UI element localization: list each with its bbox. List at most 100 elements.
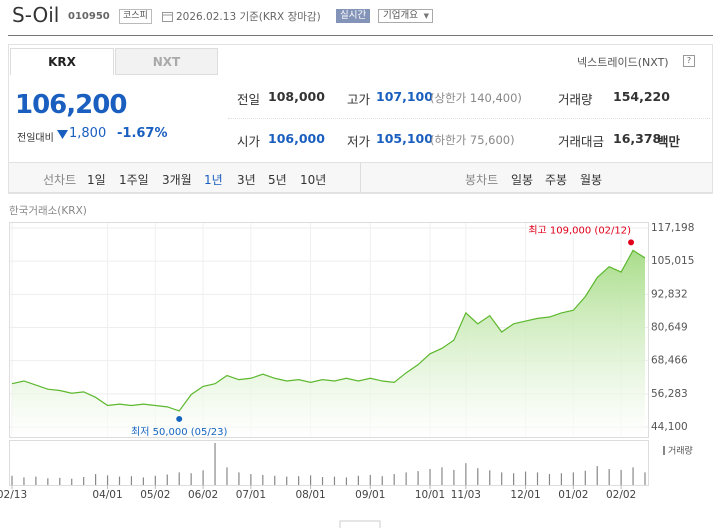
volume-bar xyxy=(501,472,503,485)
x-tick-label: 06/02 xyxy=(188,489,218,501)
quote-box xyxy=(8,44,713,194)
stat-unit: 백만 xyxy=(657,134,681,149)
calendar-icon xyxy=(162,12,173,22)
extreme-marker xyxy=(176,415,183,422)
volume-bar xyxy=(381,476,383,485)
volume-bar xyxy=(190,473,192,485)
volume-bar xyxy=(608,469,610,485)
volume-bar xyxy=(95,474,97,485)
volume-bar xyxy=(429,469,431,485)
volume-bar xyxy=(130,476,133,485)
volume-bar xyxy=(489,470,491,485)
change-rate: -1.67% xyxy=(117,126,168,141)
volume-bar xyxy=(644,472,646,485)
volume-bar xyxy=(465,463,467,485)
bottom-handle[interactable] xyxy=(339,520,381,528)
stat-label: 거래대금 xyxy=(558,134,605,149)
volume-bar xyxy=(441,467,443,485)
stat-label: 고가 xyxy=(347,92,371,107)
stat-value: 16,378 xyxy=(613,131,662,146)
y-tick-label: 44,100 xyxy=(651,421,688,433)
period-divider xyxy=(360,163,361,192)
volume-bar xyxy=(250,474,252,485)
period-item[interactable]: 1주일 xyxy=(119,173,149,187)
line-chart-label: 선차트 xyxy=(43,173,77,187)
candle-item[interactable]: 주봉 xyxy=(545,173,568,187)
volume-legend-icon xyxy=(663,446,665,455)
plot-frame xyxy=(9,222,649,438)
price-line xyxy=(11,249,646,412)
volume-bar xyxy=(417,471,419,485)
volume-bar xyxy=(11,475,13,485)
volume-bar xyxy=(166,474,168,485)
x-tick-label: 05/02 xyxy=(140,489,170,501)
volume-bar xyxy=(154,475,156,485)
realtime-badge: 실시간 xyxy=(336,9,371,23)
stat-note: (하한가 75,600) xyxy=(430,133,515,147)
x-tick-label: 02/02 xyxy=(606,489,636,501)
stat-label: 저가 xyxy=(347,134,371,149)
candle-item[interactable]: 일봉 xyxy=(511,173,534,187)
volume-bar xyxy=(548,474,551,485)
x-tick-label: 01/02 xyxy=(558,489,588,501)
volume-bar xyxy=(572,472,574,485)
nxt-link[interactable]: 넥스트레이드(NXT) xyxy=(577,56,669,69)
stat-value: 154,220 xyxy=(613,89,670,104)
period-item[interactable]: 3개월 xyxy=(162,173,192,187)
extreme-label: 최고 109,000 (02/12) xyxy=(528,224,631,236)
volume-bar xyxy=(178,472,180,485)
volume-bar xyxy=(453,469,455,485)
y-tick-label: 92,832 xyxy=(651,288,688,300)
volume-bar xyxy=(524,471,527,485)
volume-bar xyxy=(286,476,288,485)
volume-bar xyxy=(59,477,61,485)
period-item[interactable]: 3년 xyxy=(237,173,256,187)
volume-bar xyxy=(513,473,515,485)
volume-bar xyxy=(262,474,264,485)
tab-krx[interactable]: KRX xyxy=(10,48,114,75)
y-tick-label: 56,283 xyxy=(651,388,688,400)
x-tick-label: 02/13 xyxy=(0,489,27,501)
volume-bar xyxy=(23,477,25,485)
period-item[interactable]: 1일 xyxy=(87,173,106,187)
volume-bar xyxy=(202,470,204,485)
help-icon[interactable]: ? xyxy=(683,55,695,67)
stat-note: (상한가 140,400) xyxy=(430,91,522,105)
stat-value: 106,000 xyxy=(268,131,325,146)
y-tick-label: 68,466 xyxy=(651,355,688,367)
volume-bar xyxy=(226,467,228,485)
volume-bar xyxy=(596,466,598,485)
period-item[interactable]: 10년 xyxy=(300,173,327,187)
volume-bar xyxy=(536,472,539,485)
extreme-label: 최저 50,000 (05/23) xyxy=(131,426,227,438)
volume-bar xyxy=(632,467,634,485)
volume-bar xyxy=(238,472,240,485)
volume-bar xyxy=(357,475,359,485)
market-badge: 코스피 xyxy=(119,9,152,24)
y-tick-label: 80,649 xyxy=(651,322,688,334)
stats-divider xyxy=(228,118,710,119)
chart-source: 한국거래소(KRX) xyxy=(9,205,87,217)
volume-bar xyxy=(118,476,121,485)
volume-bar xyxy=(298,476,300,485)
period-item-active[interactable]: 1년 xyxy=(204,173,223,187)
x-tick-label: 09/01 xyxy=(355,489,385,501)
candle-item[interactable]: 월봉 xyxy=(580,173,603,187)
volume-bar xyxy=(47,478,49,485)
volume-bar xyxy=(477,468,479,485)
period-item[interactable]: 5년 xyxy=(268,173,287,187)
volume-bar xyxy=(214,443,216,485)
x-tick-label: 07/01 xyxy=(236,489,266,501)
company-overview-button[interactable]: 기업개요 ▼ xyxy=(378,9,433,23)
stock-name: S-Oil xyxy=(12,3,60,27)
stat-value: 108,000 xyxy=(268,89,325,104)
change-label: 전일대비 xyxy=(17,133,54,144)
tab-nxt[interactable]: NXT xyxy=(115,48,218,75)
volume-bar xyxy=(620,469,622,485)
volume-bar xyxy=(274,475,276,485)
x-tick-label: 11/03 xyxy=(451,489,481,501)
volume-bar xyxy=(71,478,73,485)
x-tick-label: 12/01 xyxy=(510,489,540,501)
